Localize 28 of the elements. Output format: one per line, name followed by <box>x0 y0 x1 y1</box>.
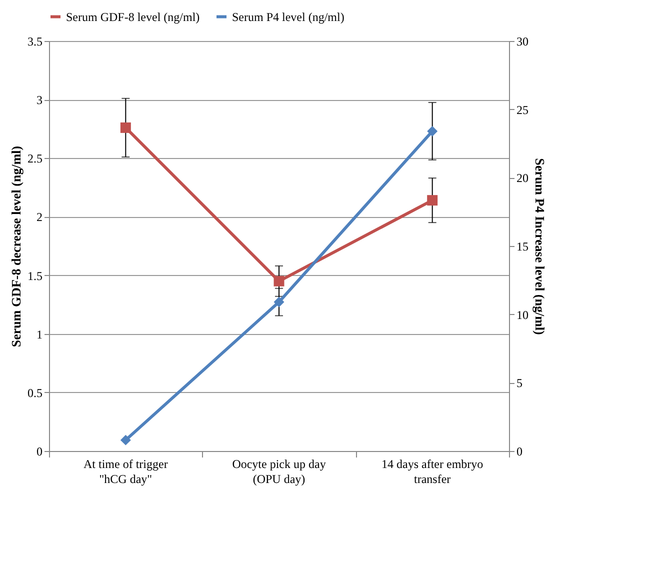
point <box>120 122 131 133</box>
y-tick-label: 3 <box>36 93 42 108</box>
y-tick-label: 1.5 <box>28 268 42 283</box>
y-tick-label: 2.5 <box>28 152 42 166</box>
y2-tick-label: 15 <box>516 240 528 254</box>
point <box>427 126 438 136</box>
y2-tick-label: 0 <box>516 444 522 458</box>
y-axis-title: Serum GDF-8 decrease level (ng/ml) <box>8 146 24 348</box>
y-tick-label: 2 <box>36 210 42 224</box>
point <box>427 195 438 206</box>
x-tick-label: Oocyte pick up day (OPU day) <box>232 457 326 486</box>
y2-tick-label: 5 <box>516 376 522 390</box>
point <box>120 434 131 446</box>
y-tick-label: 3.5 <box>28 34 42 48</box>
y-tick-label: 0 <box>36 444 42 458</box>
legend-label: Serum P4 level (ng/ml) <box>232 10 344 24</box>
point <box>274 296 284 308</box>
y2-tick-label: 30 <box>516 34 528 48</box>
point <box>274 276 284 286</box>
y2-tick-label: 25 <box>516 102 528 117</box>
legend-label: Serum GDF-8 level (ng/ml) <box>66 10 200 24</box>
y2-tick-label: 20 <box>516 171 528 186</box>
y-tick-label: 1 <box>36 327 42 342</box>
y2-tick-label: 10 <box>516 308 528 322</box>
x-tick-label: At time of trigger "hCG day" <box>84 457 168 486</box>
x-tick-label: 14 days after embryo transfer <box>382 457 484 486</box>
y-tick-label: 0.5 <box>28 386 42 400</box>
y2-axis-title: Serum P4 Increase level (ng/ml) <box>532 158 548 335</box>
